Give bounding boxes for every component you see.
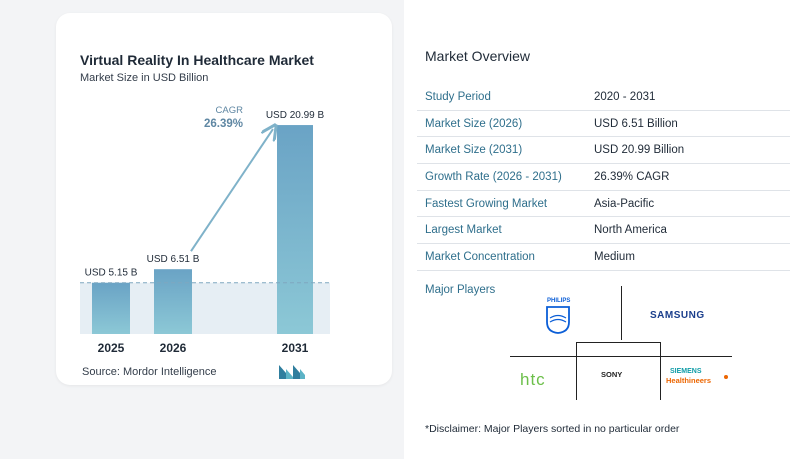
row-key: Largest Market [425,224,502,237]
row-key: Study Period [425,90,491,103]
bar-2025 [92,282,130,334]
samsung-wordmark: SAMSUNG [650,310,705,321]
data-label: USD 6.51 B [147,254,200,265]
mordor-logo-icon [279,365,305,379]
philips-shield-icon [546,306,570,334]
row-value: Medium [594,250,635,263]
divider [621,286,622,340]
cagr-value: 26.39% [204,118,243,130]
philips-wordmark: PHILIPS [547,298,571,304]
chart-subtitle: Market Size in USD Billion [80,72,209,84]
table-row: Market Size (2031) USD 20.99 Billion [417,137,790,165]
tick-label: 2026 [160,341,187,355]
table-row: Market Concentration Medium [417,244,790,271]
row-value: 2020 - 2031 [594,90,656,103]
row-key: Fastest Growing Market [425,197,548,210]
row-value: USD 6.51 Billion [594,117,678,130]
row-key: Growth Rate (2026 - 2031) [425,170,562,183]
bar-2026 [154,269,192,334]
table-row: Study Period 2020 - 2031 [417,84,790,111]
cagr-label: CAGR [216,105,244,116]
divider [576,342,660,343]
healthineers-dots-icon [724,375,728,379]
cagr-arrow [190,129,273,252]
chart-title: Virtual Reality In Healthcare Market [80,52,314,68]
row-key: Market Size (2031) [425,144,523,157]
row-value: Asia-Pacific [594,197,655,210]
row-value: 26.39% CAGR [594,170,670,183]
row-key: Market Concentration [425,250,535,263]
major-players-label: Major Players [425,284,496,296]
table-row: Fastest Growing Market Asia-Pacific [417,191,790,218]
row-value: North America [594,224,667,237]
row-key: Market Size (2026) [425,117,523,130]
table-row: Growth Rate (2026 - 2031) 26.39% CAGR [417,164,790,191]
table-row: Market Size (2026) USD 6.51 Billion [417,111,790,138]
healthineers-wordmark: Healthineers [666,376,712,385]
siemens-wordmark: SIEMENS [670,368,702,375]
overview-table: Study Period 2020 - 2031 Market Size (202… [417,84,790,271]
overview-card [404,0,800,459]
disclaimer: *Disclaimer: Major Players sorted in no … [425,423,680,435]
bar-2031 [277,125,313,334]
source-note: Source: Mordor Intelligence [82,366,217,378]
divider [660,342,661,400]
data-label: USD 5.15 B [85,268,138,279]
table-row: Largest Market North America [417,217,790,245]
htc-wordmark: htc [520,370,546,389]
bar-chart: USD 5.15 B USD 6.51 B USD 20.99 B 2025 2026 2… [80,105,330,355]
row-value: USD 20.99 Billion [594,144,685,157]
player-logos: PHILIPS SAMSUNG htc SONY SIEMENS Healthi… [510,286,732,400]
tick-label: 2025 [98,341,125,355]
divider [576,342,577,400]
sony-wordmark: SONY [601,370,623,379]
tick-label: 2031 [282,341,309,355]
overview-title: Market Overview [425,48,531,64]
divider [510,356,732,357]
data-label: USD 20.99 B [266,110,325,121]
